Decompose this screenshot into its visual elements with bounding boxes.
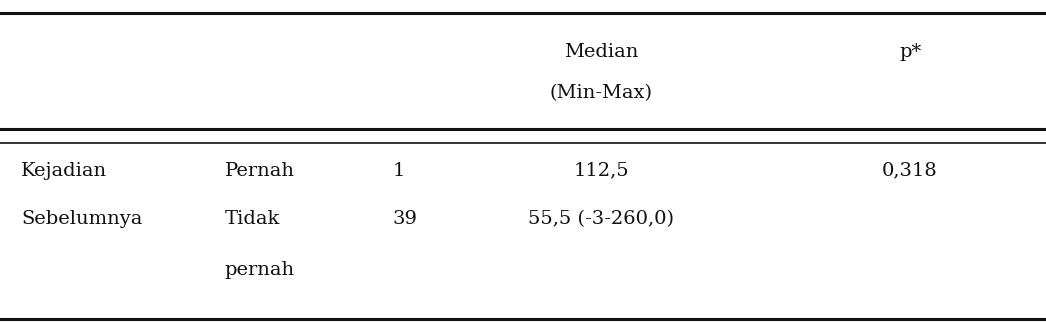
Text: Pernah: Pernah [225, 162, 295, 180]
Text: 1: 1 [392, 162, 405, 180]
Text: Median: Median [564, 43, 639, 61]
Text: Kejadian: Kejadian [21, 162, 107, 180]
Text: 0,318: 0,318 [882, 162, 938, 180]
Text: 55,5 (-3-260,0): 55,5 (-3-260,0) [528, 210, 675, 228]
Text: (Min-Max): (Min-Max) [550, 84, 653, 102]
Text: 39: 39 [392, 210, 417, 228]
Text: pernah: pernah [225, 261, 295, 279]
Text: Tidak: Tidak [225, 210, 280, 228]
Text: Sebelumnya: Sebelumnya [21, 210, 142, 228]
Text: p*: p* [899, 43, 922, 61]
Text: 112,5: 112,5 [573, 162, 630, 180]
